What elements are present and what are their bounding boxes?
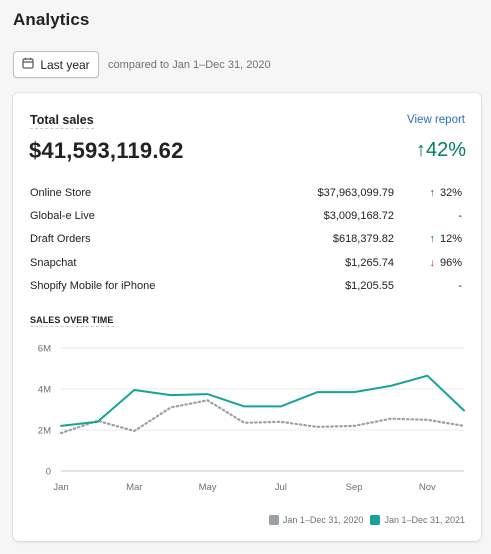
channel-change: ↓ 96% xyxy=(429,257,462,269)
channel-change-value: 96% xyxy=(439,256,462,269)
arrow-up-icon: ↑ xyxy=(415,139,426,161)
channel-amount: $37,963,099.79 xyxy=(317,187,394,199)
card-title: Total sales xyxy=(30,113,94,129)
chart-legend: Jan 1–Dec 31, 2020 Jan 1–Dec 31, 2021 xyxy=(268,515,465,525)
calendar-icon xyxy=(22,57,34,72)
total-sales-card: Total sales View report $41,593,119.62 ↑… xyxy=(13,93,481,541)
channel-row: Draft Orders $618,379.82 ↑ 12% xyxy=(30,229,464,252)
date-range-label: Last year xyxy=(40,57,90,72)
sales-over-time-chart: 0 2M 4M 6M Jan Mar May Jul Sep Nov xyxy=(38,344,466,493)
x-tick-label: May xyxy=(199,482,217,493)
legend-swatch xyxy=(268,515,279,525)
channel-amount: $1,265.74 xyxy=(345,256,394,269)
channel-row: Shopify Mobile for iPhone $1,205.55 - xyxy=(30,276,464,299)
channel-name: Draft Orders xyxy=(30,233,91,246)
legend-item: Jan 1–Dec 31, 2021 xyxy=(370,515,465,525)
channel-row: Snapchat $1,265.74 ↓ 96% xyxy=(30,253,464,276)
channel-change-value: 12% xyxy=(439,233,462,246)
channel-amount: $3,009,168.72 xyxy=(323,210,394,223)
page-title: Analytics xyxy=(13,10,90,29)
total-change-value: 42% xyxy=(425,139,466,161)
series-line-2021 xyxy=(60,374,465,427)
x-tick-label: Jul xyxy=(275,482,287,493)
series-line-2020 xyxy=(59,399,466,435)
channel-breakdown-list: Online Store $37,963,099.79 ↑ 32% Global-e L… xyxy=(30,183,464,299)
y-tick-label: 4M xyxy=(38,385,51,396)
total-sales-value: $41,593,119.62 xyxy=(29,138,184,163)
view-report-link[interactable]: View report xyxy=(407,114,465,126)
legend-label: Jan 1–Dec 31, 2021 xyxy=(384,515,465,525)
channel-change: ↑ 12% xyxy=(429,233,462,245)
sales-over-time-label: SALES OVER TIME xyxy=(30,315,114,327)
total-sales-change: ↑42% xyxy=(416,139,466,162)
x-tick-label: Mar xyxy=(126,482,142,493)
channel-name: Online Store xyxy=(30,187,92,199)
arrow-up-icon: ↑ xyxy=(429,233,435,246)
channel-name: Snapchat xyxy=(30,256,77,269)
date-range-button[interactable]: Last year xyxy=(13,51,99,78)
channel-change-value: 32% xyxy=(439,187,462,199)
legend-item: Jan 1–Dec 31, 2020 xyxy=(268,515,364,525)
arrow-down-icon: ↓ xyxy=(429,256,435,269)
arrow-up-icon: ↑ xyxy=(429,187,435,199)
channel-row: Global-e Live $3,009,168.72 - xyxy=(30,206,464,229)
channel-amount: $618,379.82 xyxy=(332,233,394,246)
x-tick-label: Jan xyxy=(53,482,68,493)
legend-swatch xyxy=(370,515,381,525)
channel-change: - xyxy=(458,210,462,222)
legend-label: Jan 1–Dec 31, 2020 xyxy=(282,515,364,525)
channel-name: Shopify Mobile for iPhone xyxy=(30,279,156,292)
x-tick-label: Nov xyxy=(419,482,436,493)
channel-change: ↑ 32% xyxy=(429,187,462,199)
y-tick-label: 2M xyxy=(38,426,51,437)
y-tick-label: 0 xyxy=(46,467,51,478)
y-tick-label: 6M xyxy=(38,344,51,355)
channel-change: - xyxy=(458,280,462,292)
channel-amount: $1,205.55 xyxy=(345,279,394,292)
x-tick-label: Sep xyxy=(346,482,363,493)
channel-change-value: - xyxy=(458,279,462,292)
compare-text: compared to Jan 1–Dec 31, 2020 xyxy=(108,59,271,71)
channel-row: Online Store $37,963,099.79 ↑ 32% xyxy=(30,183,464,206)
channel-name: Global-e Live xyxy=(30,210,95,223)
channel-change-value: - xyxy=(458,210,462,223)
